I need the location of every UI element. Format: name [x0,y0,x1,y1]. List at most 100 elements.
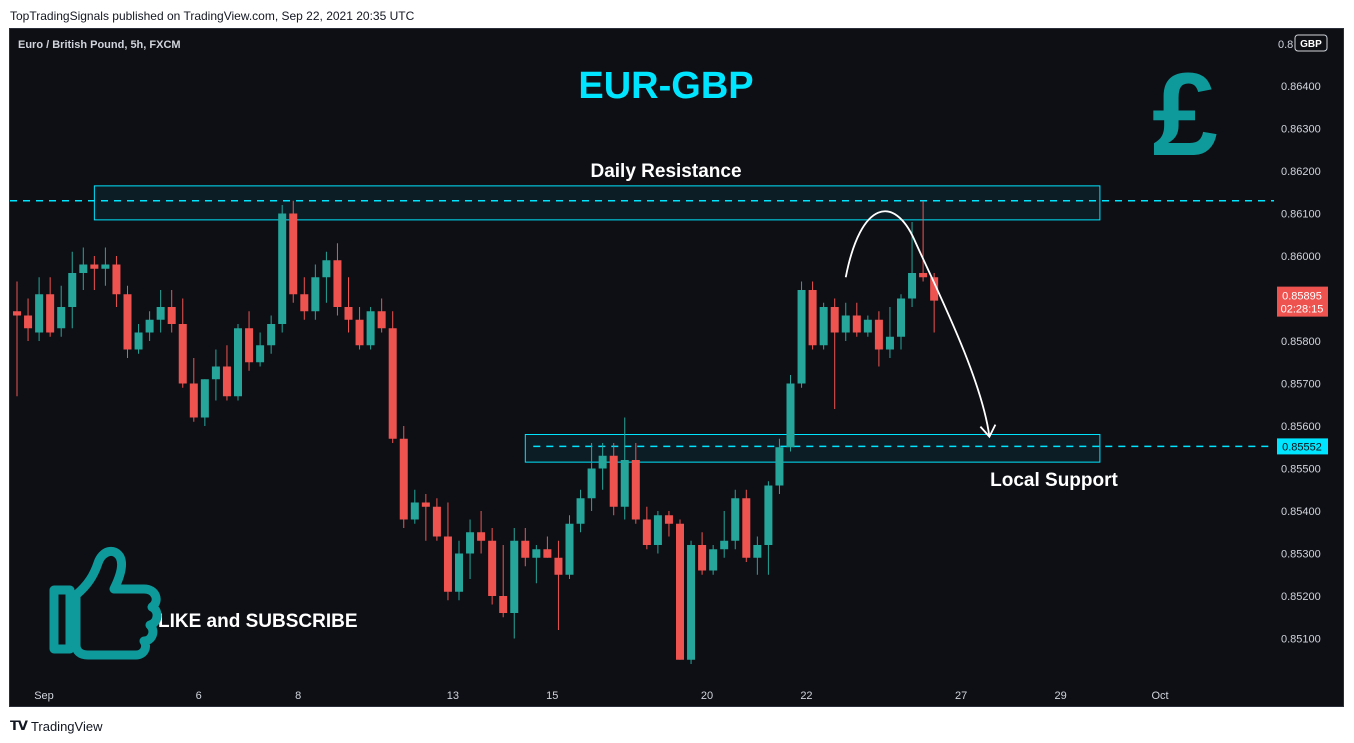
candle-body [178,324,187,384]
candle-body [830,307,839,333]
candle-body [145,319,154,333]
x-tick-label: 8 [295,690,301,702]
footer-brand[interactable]: 𝗧𝗩 TradingView [10,718,102,734]
y-tick-label: 0.86300 [1281,124,1321,136]
candle-body [410,502,419,520]
countdown-label: 02:28:15 [1281,304,1324,316]
candle-body [554,557,563,575]
pound-sign-icon: £ [1152,49,1218,181]
candle-body [388,328,397,439]
candle-body [908,273,917,299]
candle [101,247,110,286]
candlestick-chart[interactable]: EUR-GBP Daily Resistance Local Support L… [10,29,1343,706]
candle-body [764,485,773,545]
candle-body [930,277,939,301]
candle [819,302,828,350]
candle [499,545,508,618]
candle-body [79,264,88,273]
candle-body [609,455,618,507]
candle-body [786,383,795,448]
candle [488,528,497,605]
candle [631,443,640,524]
candle [587,443,596,511]
candle [388,311,397,443]
candle [57,285,66,337]
candle [664,511,673,537]
currency-badge-label: GBP [1300,39,1322,50]
y-tick-label: 0.86400 [1281,81,1321,93]
candle [720,511,729,558]
candle-body [189,383,198,418]
candle-body [488,540,497,596]
candle [432,498,441,541]
candle-body [123,294,132,350]
thumbs-up-icon [49,546,162,660]
candle-body [477,532,486,541]
y-tick-label: 0.85300 [1281,549,1321,561]
candle [510,528,519,639]
candle-body [35,294,44,333]
candle-body [852,315,861,333]
candle [377,298,386,333]
y-tick-label: 0.85700 [1281,379,1321,391]
candle-body [399,438,408,520]
candle-body [101,264,110,269]
candle-body [521,540,530,558]
candle-body [24,315,33,329]
y-tick-label: 0.85600 [1281,421,1321,433]
candle [68,251,77,329]
candle-body [919,273,928,278]
candle-body [499,596,508,613]
tradingview-logo-icon: 𝗧𝗩 [10,718,28,733]
chart-frame[interactable]: EUR-GBP Daily Resistance Local Support L… [9,28,1344,707]
candle [245,311,254,371]
candle [112,256,121,307]
candle [35,277,44,341]
resistance-zone [93,185,1101,221]
candle [200,379,209,426]
candle [609,443,618,516]
y-tick-label: 0.85400 [1281,506,1321,518]
candle-body [885,336,894,350]
candle [786,375,795,452]
candle [134,324,143,354]
candle-body [289,213,298,295]
candle-body [642,519,651,545]
candle-body [267,324,276,346]
currency-badge[interactable] [1294,34,1328,52]
candle-body [455,553,463,592]
candle-body [366,311,375,346]
y-tick-label: 0.85100 [1281,634,1321,646]
candle [311,264,320,320]
candle-body [510,540,519,613]
candle [189,358,198,422]
candle [742,489,751,562]
candle [267,315,276,354]
candle-body [863,319,872,333]
candle [554,540,563,630]
x-tick-label: 15 [546,690,558,702]
candle [156,290,165,333]
chart-title: EUR-GBP [578,65,753,107]
candle-body [543,549,552,558]
candle-body [234,328,242,397]
candle [676,519,684,660]
x-tick-label: 27 [955,690,967,702]
candle-body [797,290,806,384]
y-tick-label: 0.85500 [1281,464,1321,476]
footer-brand-label: TradingView [30,718,103,734]
candle [178,298,187,388]
candle [852,302,861,337]
support-price-label: 0.85552 [1282,441,1322,453]
price-axis-bg [1274,29,1343,706]
candle [477,511,486,554]
candle [167,290,176,333]
candle [410,489,419,524]
candle [443,502,452,601]
y-tick-label: 0.85800 [1281,336,1321,348]
candle-body [245,328,254,363]
forecast-arrow-head [979,424,997,439]
candle-body [432,506,441,537]
candle-body [698,545,707,571]
candle [598,443,607,490]
